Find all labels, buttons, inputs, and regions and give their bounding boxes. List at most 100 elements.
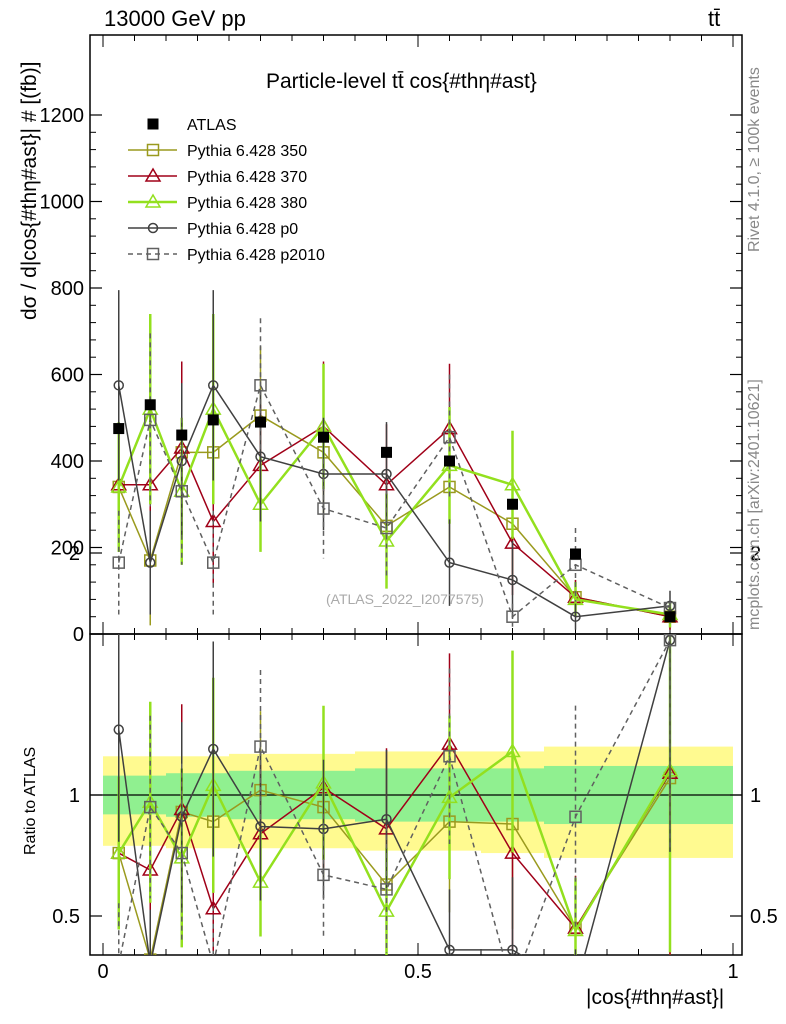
legend-pythia-6-428-370-marker [144,167,162,182]
pythia-6-428-p2010-point [506,610,519,623]
legend-atlas-marker [147,118,159,130]
ratio-pythia-6-428-p0-point [571,984,580,993]
ratio-pythia-6-428-p2010-point [380,883,393,896]
legend-pythia-6-428-370-label: Pythia 6.428 370 [187,169,307,186]
pythia-6-428-p2010-point [144,413,157,427]
ratio-pythia-6-428-p2010-point [663,634,677,647]
ratio-y-tick-label-2: 2 [69,543,80,565]
atlas-point [507,498,518,510]
legend-pythia-6-428-380-label: Pythia 6.428 380 [187,195,307,212]
pythia-6-428-p0-point [507,574,518,586]
atlas-point [176,429,188,441]
ratio-pythia-6-428-p2010-line [119,639,671,955]
pythia-6-428-p0-point [444,557,455,568]
chart-title: Particle-level tt̄ cos{#thη#ast} [266,70,537,93]
ratio-pythia-6-428-p0-point [146,960,155,969]
ratio-pythia-6-428-p0-point [113,724,124,735]
ratio-pythia-6-428-p0-point [255,821,266,832]
ratio-y-tick-label-right-0: 0.5 [750,906,778,928]
ratio-y-tick-label-right-2: 2 [750,543,761,565]
ratio-pythia-6-428-370-point [204,900,222,915]
x-tick-label-1: 0.5 [404,961,432,983]
pythia-6-428-380-point [504,476,521,491]
y-tick-label-1000: 1000 [40,192,85,214]
y-tick-label-400: 400 [51,451,84,473]
legend-pythia-6-428-p2010-marker [146,247,160,261]
pythia-6-428-370-point [204,513,222,528]
x-tick-label-0: 0 [97,961,108,983]
x-tick-label-2: 1 [727,961,738,983]
pythia-6-428-p0-point [381,468,392,480]
ratio-plot-area [110,634,679,994]
y-axis-label: dσ / d|cos{#thη#ast}| # [(fb)] [18,61,41,320]
ratio-pythia-6-428-p2010-point [569,810,582,824]
legend-pythia-6-428-p2010-label: Pythia 6.428 p2010 [187,247,325,264]
pythia-6-428-p2010-point [175,485,188,498]
ratio-y-tick-label-0: 0.5 [52,906,80,928]
pythia-6-428-p2010-point [112,556,125,569]
pythia-6-428-p0-point [145,557,156,568]
pythia-6-428-380-line [117,405,671,616]
atlas-point [207,414,219,426]
energy-label: 13000 GeV pp [104,6,246,31]
ratio-pythia-6-428-370-point [504,844,521,859]
atlas-point [664,611,676,623]
ratio-pythia-6-428-p2010-point [113,959,124,970]
legend-pythia-6-428-p0-marker [147,222,159,234]
pythia-6-428-p0-point [113,380,124,391]
rivet-info: Rivet 4.1.0, ≥ 100k events [746,67,763,252]
x-axis-label: |cos{#thη#ast}| [586,986,725,1009]
ratio-pythia-6-428-380-point [567,922,584,937]
ratio-pythia-6-428-p2010-point [317,868,330,882]
ratio-pythia-6-428-p2010-point [443,750,456,763]
main-plot-area [110,290,679,630]
y-tick-label-200: 200 [51,538,84,560]
pythia-6-428-380-point [110,478,128,493]
pythia-6-428-p2010-point [254,379,267,392]
process-label: tt̄ [708,6,721,31]
y-tick-label-800: 800 [51,278,84,300]
atlas-point [570,548,581,560]
pythia-6-428-p2010-point [317,502,330,515]
pythia-6-428-p0-point [255,451,266,462]
atlas-point [144,399,156,411]
ratio-pythia-6-428-p2010-point [254,740,267,753]
ratio-pythia-6-428-380-point [504,742,521,758]
legend-pythia-6-428-p0-label: Pythia 6.428 p0 [187,221,298,238]
pythia-6-428-p2010-point [443,430,456,444]
atlas-point [113,423,125,435]
atlas-point [255,416,266,428]
legend-pythia-6-428-380-marker [144,193,162,208]
y-tick-label-0: 0 [73,624,84,646]
pythia-6-428-p2010-point [380,521,393,535]
atlas-point [381,446,392,458]
ratio-pythia-6-428-p0-line [118,639,671,955]
ratio-y-tick-label-right-1: 1 [750,785,761,807]
ratio-y-tick-label-1: 1 [69,785,80,807]
ratio-pythia-6-428-p0-point [444,944,455,955]
legend-label-atlas: ATLAS [187,117,237,134]
ratio-pythia-6-428-p2010-point [208,959,219,970]
legend-pythia-6-428-350-label: Pythia 6.428 350 [187,143,307,160]
ratio-pythia-6-428-p0-point [507,944,518,955]
ratio-pythia-6-428-380-point [110,844,128,859]
pythia-6-428-p2010-point [207,556,220,569]
mcplots-info: mcplots.cern.ch [arXiv:2401.10621] [746,379,763,630]
ratio-pythia-6-428-p0-point [381,813,392,825]
y-tick-label-1200: 1200 [40,105,85,127]
watermark: (ATLAS_2022_I2077575) [326,591,484,607]
pythia-6-428-p0-point [570,611,581,622]
pythia-6-428-p0-line [118,383,671,618]
ratio-y-label: Ratio to ATLAS [22,746,39,855]
y-tick-label-600: 600 [51,365,84,387]
atlas-point [444,455,455,467]
legend-pythia-6-428-350-marker [146,143,160,157]
ratio-pythia-6-428-p2010-point [507,983,518,994]
ratio-pythia-6-428-p2010-point [175,846,188,860]
pythia-6-428-p0-point [208,380,219,391]
ratio-pythia-6-428-p2010-point [144,800,157,814]
atlas-point [318,431,329,443]
ratio-pythia-6-428-p0-point [208,743,219,755]
pythia-6-428-p2010-line [118,383,671,618]
